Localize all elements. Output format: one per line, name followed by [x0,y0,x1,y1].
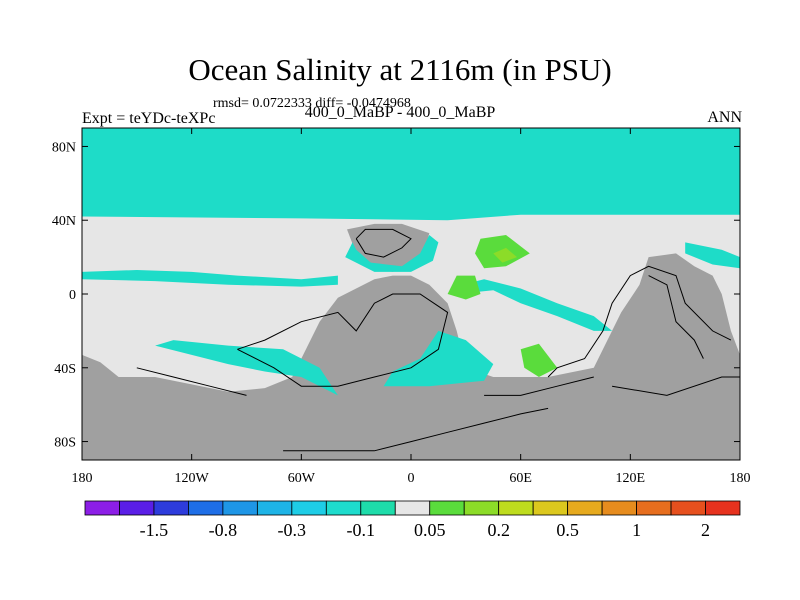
region-green-center [447,275,481,300]
period-label: 400_0_MaBP - 400_0_MaBP [304,104,496,121]
colorbar-swatch [153,500,189,516]
stats-label: rmsd= 0.0722333 diff= -0.0474968 [213,96,411,111]
colorbar-label: -1.5 [140,520,169,540]
colorbar-swatch [532,500,569,516]
region-lightgreen-north-east [493,247,517,263]
colorbar-swatch [222,500,258,516]
colorbar-swatch [705,500,741,516]
coastlines [136,228,740,452]
colorbar-label: 2 [701,520,710,540]
y-tick-label: 80N [52,140,76,155]
y-tick-label: 80S [54,436,76,451]
chart-title: Ocean Salinity at 2116m (in PSU) [188,52,612,87]
region-cyan-south-center [383,330,494,387]
colorbar-swatch [84,500,120,516]
x-tick-label: 180 [72,471,93,486]
colorbar-swatch [394,500,431,516]
coast-south-center [484,376,594,396]
y-tick-label: 40N [52,214,76,229]
colorbar: -1.5 -0.8 -0.3 -0.1 0.05 0.2 0.5 1 2 [84,500,741,540]
region-cyan-east-band [456,279,613,331]
colorbar-swatch [601,500,637,516]
colorbar-swatch [636,500,672,516]
colorbar-swatch [188,500,224,516]
colorbar-label: 1 [632,520,641,540]
colorbar-swatch [463,500,500,516]
colorbar-label: 0.5 [556,520,579,540]
coast-west-continent [237,293,449,387]
x-tick-label: 60W [288,471,316,486]
colorbar-swatch [360,500,396,516]
coast-south-west [136,367,247,396]
coast-north-inner [355,228,412,258]
colorbar-label: 0.2 [487,520,510,540]
season-label: ANN [707,109,742,126]
region-green-south-east [520,343,558,377]
colorbar-label: -0.1 [347,520,376,540]
colorbar-swatch [291,500,327,516]
colorbar-swatch [119,500,155,516]
colorbar-label: 0.05 [414,520,446,540]
axis-ticks: 180 120W 60W 0 60E 120E 180 80N 40N 0 40S 80S [52,128,751,486]
x-tick-label: 120E [616,471,646,486]
coast-east-continent [547,265,732,378]
region-cyan-ring-north [345,235,439,272]
x-tick-label: 120W [175,471,210,486]
region-land-west [82,253,740,460]
coast-south-base [283,407,549,452]
x-tick-label: 0 [408,471,415,486]
coast-antarctic [612,376,740,396]
colorbar-label: -0.8 [209,520,238,540]
y-tick-label: 0 [69,288,76,303]
experiment-label: Expt = teYDc-teXPc [82,110,216,127]
region-cyan-east-small [685,242,740,269]
colorbar-swatch [325,500,362,516]
coast-east-inner [648,275,704,359]
x-tick-label: 180 [730,471,751,486]
colorbar-swatch [429,500,465,516]
colorbar-label: -0.3 [278,520,307,540]
colorbar-swatch [567,500,603,516]
y-tick-label: 40S [54,362,76,377]
colorbar-swatch [670,500,706,516]
colorbar-swatch [498,500,534,516]
region-cyan-south-west [155,340,338,396]
x-tick-label: 60E [509,471,532,486]
colorbar-swatch [256,500,293,516]
region-cyan-equatorial-west [82,270,338,287]
region-north-polar-cyan [82,128,740,221]
